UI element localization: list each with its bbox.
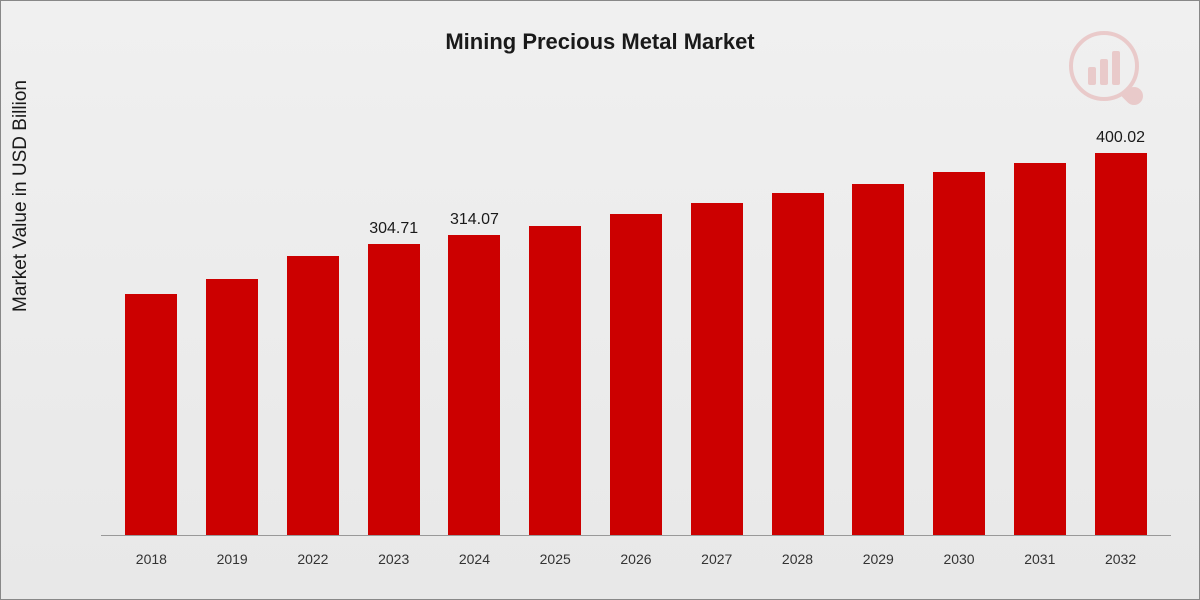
bar [529, 226, 581, 535]
bar [448, 235, 500, 535]
x-axis-tick-label: 2031 [1000, 551, 1080, 567]
bar-group [596, 214, 676, 535]
x-axis-tick-label: 2024 [434, 551, 514, 567]
bar [206, 279, 258, 535]
bar-value-label: 400.02 [1096, 129, 1145, 147]
bar [691, 203, 743, 535]
x-axis-tick-label: 2027 [677, 551, 757, 567]
bar-group [515, 226, 595, 535]
x-axis-tick-label: 2019 [192, 551, 272, 567]
bar-group: 314.07 [434, 235, 514, 535]
bar-group [677, 203, 757, 535]
bar [933, 172, 985, 535]
bar-value-label: 304.71 [369, 220, 418, 238]
x-axis-tick-label: 2032 [1081, 551, 1161, 567]
bar-group: 304.71 [354, 244, 434, 535]
x-axis-tick-label: 2022 [273, 551, 353, 567]
bar [852, 184, 904, 535]
chart-container: 304.71314.07400.02 201820192022202320242… [101, 116, 1171, 536]
bar-group [273, 256, 353, 535]
bar [125, 294, 177, 535]
bar-group [192, 279, 272, 535]
bar-group [838, 184, 918, 535]
bar-group [1000, 163, 1080, 535]
bar [287, 256, 339, 535]
x-axis-tick-label: 2023 [354, 551, 434, 567]
plot-area: 304.71314.07400.02 201820192022202320242… [101, 116, 1171, 536]
x-labels-container: 2018201920222023202420252026202720282029… [111, 551, 1161, 567]
x-axis-tick-label: 2030 [919, 551, 999, 567]
x-axis-tick-label: 2026 [596, 551, 676, 567]
x-axis-tick-label: 2025 [515, 551, 595, 567]
bars-container: 304.71314.07400.02 [111, 115, 1161, 535]
chart-title: Mining Precious Metal Market [1, 1, 1199, 55]
x-axis-tick-label: 2028 [758, 551, 838, 567]
bar [1095, 153, 1147, 535]
bar-group [758, 193, 838, 535]
x-axis-tick-label: 2018 [111, 551, 191, 567]
x-axis-tick-label: 2029 [838, 551, 918, 567]
bar [610, 214, 662, 535]
bar-group: 400.02 [1081, 153, 1161, 535]
bar-group [111, 294, 191, 535]
watermark-logo [1069, 31, 1149, 111]
bar-value-label: 314.07 [450, 211, 499, 229]
bar [1014, 163, 1066, 535]
bar-group [919, 172, 999, 535]
bar [772, 193, 824, 535]
y-axis-label: Market Value in USD Billion [10, 80, 32, 312]
bar [368, 244, 420, 535]
